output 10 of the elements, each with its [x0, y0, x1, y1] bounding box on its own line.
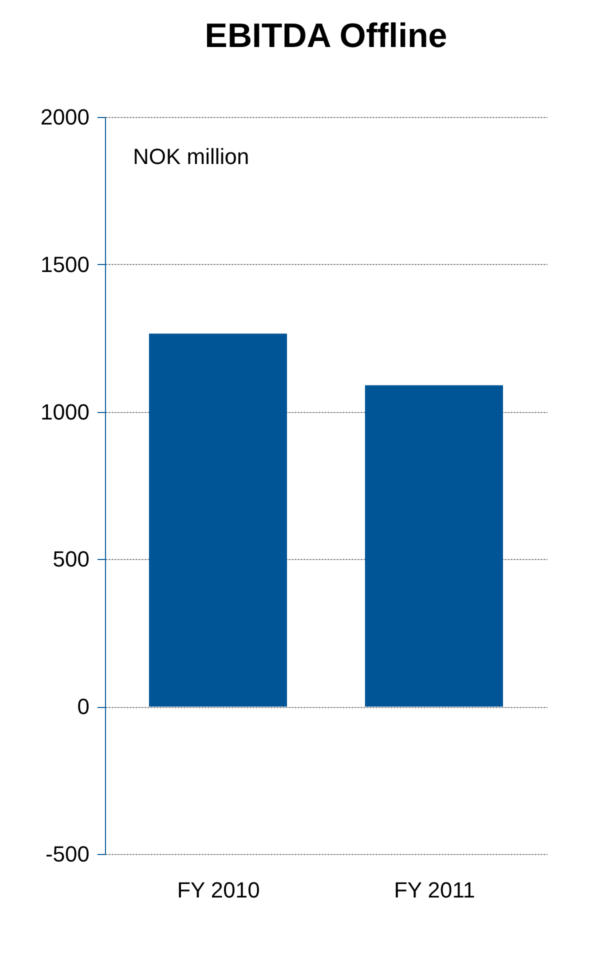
y-tick-label: 2000: [40, 104, 90, 130]
x-tick-label: FY 2011: [394, 878, 476, 902]
y-tick-label: -500: [45, 842, 90, 866]
y-tick-label: 0: [77, 694, 90, 720]
chart-title: EBITDA Offline: [204, 17, 448, 55]
annotation: NOK million: [133, 144, 250, 169]
y-tick-label: 1000: [40, 399, 90, 424]
y-tick-label: 1500: [40, 252, 90, 277]
y-tick-label: 500: [52, 546, 90, 572]
x-tick-label: FY 2010: [177, 878, 260, 902]
